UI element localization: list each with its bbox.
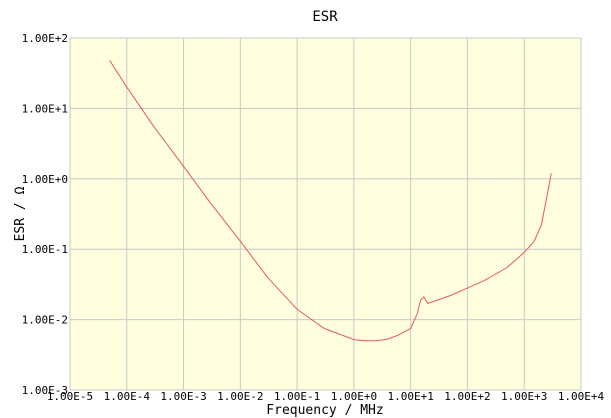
y-tick-label: 1.00E-1: [22, 243, 68, 256]
x-tick-label: 1.00E+2: [444, 390, 490, 403]
x-tick-label: 1.00E-2: [217, 390, 263, 403]
y-axis-label: ESR / Ω: [13, 186, 28, 241]
grid: [69, 37, 582, 391]
y-tick-label: 1.00E-3: [22, 384, 68, 397]
x-tick-label: 1.00E-4: [104, 390, 151, 403]
x-tick-label: 1.00E-3: [160, 390, 206, 403]
x-axis-label: Frequency / MHz: [266, 403, 383, 418]
y-axis: 1.00E+2 1.00E+1 1.00E+0 1.00E-1 1.00E-2 1.00E…: [22, 32, 68, 397]
y-tick-label: 1.00E-2: [22, 314, 68, 327]
x-tick-label: 1.00E+4: [558, 390, 605, 403]
x-tick-label: 1.00E-1: [274, 390, 320, 403]
x-tick-label: 1.00E-5: [47, 390, 93, 403]
x-tick-label: 1.00E+1: [387, 390, 433, 403]
x-tick-label: 1.00E+0: [331, 390, 377, 403]
series-line-esr: [109, 60, 552, 342]
plot-area: [70, 38, 581, 390]
y-tick-label: 1.00E+2: [22, 32, 68, 45]
y-tick-label: 1.00E+0: [22, 173, 68, 186]
chart-title: ESR: [312, 9, 338, 25]
x-axis: 1.00E-5 1.00E-4 1.00E-3 1.00E-2 1.00E-1 1.00E…: [47, 390, 605, 403]
x-tick-label: 1.00E+3: [501, 390, 547, 403]
y-tick-label: 1.00E+1: [22, 102, 68, 115]
